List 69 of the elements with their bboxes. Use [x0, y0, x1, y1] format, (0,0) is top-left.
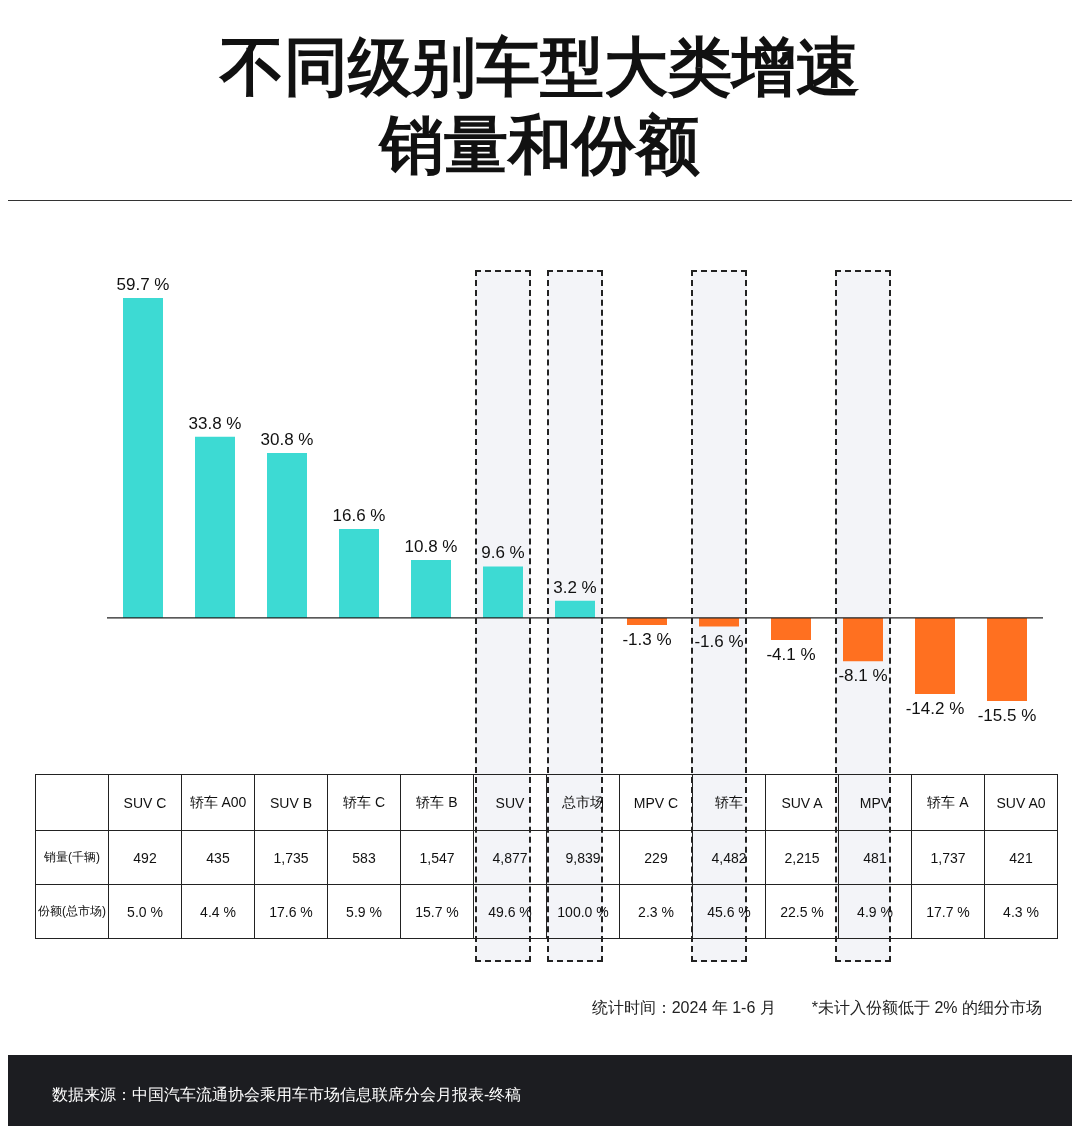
text: 5.9 %	[327, 884, 401, 939]
data-label: -4.1 %	[766, 644, 816, 664]
text: 2,215	[765, 830, 839, 885]
text: 421	[984, 830, 1058, 885]
x-tick-label: 轿车 B	[400, 774, 474, 831]
data-label: 33.8 %	[188, 413, 242, 433]
text: 4.9 %	[838, 884, 912, 939]
bar	[843, 617, 883, 662]
text: 492	[108, 830, 182, 885]
text: 49.6 %	[473, 884, 547, 939]
text: 份额(总市场)	[35, 884, 109, 939]
data-label: 9.6 %	[481, 543, 525, 563]
chart-title: 不同级别车型大类增速销量和份额	[218, 30, 861, 183]
text: 22.5 %	[765, 884, 839, 939]
text: 17.6 %	[254, 884, 328, 939]
x-tick-label: 轿车 C	[327, 774, 401, 831]
text: 统计时间：2024 年 1-6 月	[591, 998, 776, 1018]
text: 17.7 %	[911, 884, 985, 939]
x-tick-label: MPV	[838, 774, 912, 831]
bar	[555, 600, 595, 618]
x-tick-label: SUV A	[765, 774, 839, 831]
x-tick-label: SUV B	[254, 774, 328, 831]
text: 583	[327, 830, 401, 885]
text: 435	[181, 830, 255, 885]
bar	[483, 566, 523, 618]
data-label: 59.7 %	[116, 275, 170, 294]
bar	[123, 298, 163, 618]
text: 1,735	[254, 830, 328, 885]
bar	[267, 452, 307, 618]
text: 15.7 %	[400, 884, 474, 939]
x-tick-label: 总市场	[546, 774, 620, 831]
text: 1,737	[911, 830, 985, 885]
text: 4,877	[473, 830, 547, 885]
data-label: 3.2 %	[553, 577, 597, 597]
bar	[339, 528, 379, 618]
text: 481	[838, 830, 912, 885]
text: 5.0 %	[108, 884, 182, 939]
x-tick-label: 轿车	[692, 774, 766, 831]
data-label: 16.6 %	[332, 505, 386, 525]
data-label: 30.8 %	[260, 429, 314, 449]
text: 销量(千辆)	[35, 830, 109, 885]
x-tick-label: SUV C	[108, 774, 182, 831]
x-tick-label: SUV A0	[984, 774, 1058, 831]
text: *未计入份额低于 2% 的细分市场	[811, 998, 1042, 1018]
x-tick-label: 轿车 A	[911, 774, 985, 831]
x-tick-label: SUV	[473, 774, 547, 831]
data-label: -1.3 %	[622, 629, 672, 649]
data-label: -15.5 %	[977, 706, 1037, 725]
text: 4,482	[692, 830, 766, 885]
text: 100.0 %	[546, 884, 620, 939]
bar	[411, 560, 451, 618]
text: 2.3 %	[619, 884, 693, 939]
x-tick-label: MPV C	[619, 774, 693, 831]
x-tick-label: 轿车 A00	[181, 774, 255, 831]
data-label: 10.8 %	[404, 537, 458, 557]
text: 45.6 %	[692, 884, 766, 939]
text: 9,839	[546, 830, 620, 885]
data-label: -8.1 %	[838, 666, 888, 686]
bar	[195, 436, 235, 618]
data-label: -14.2 %	[905, 699, 965, 719]
source-note: 数据来源：中国汽车流通协会乘用车市场信息联席分会月报表-终稿	[52, 1085, 522, 1105]
data-label: -1.6 %	[694, 631, 744, 651]
text: 1,547	[400, 830, 474, 885]
text: 4.4 %	[181, 884, 255, 939]
bar	[771, 617, 811, 640]
text: 229	[619, 830, 693, 885]
bar	[987, 617, 1027, 701]
bar	[915, 617, 955, 695]
text: 4.3 %	[984, 884, 1058, 939]
